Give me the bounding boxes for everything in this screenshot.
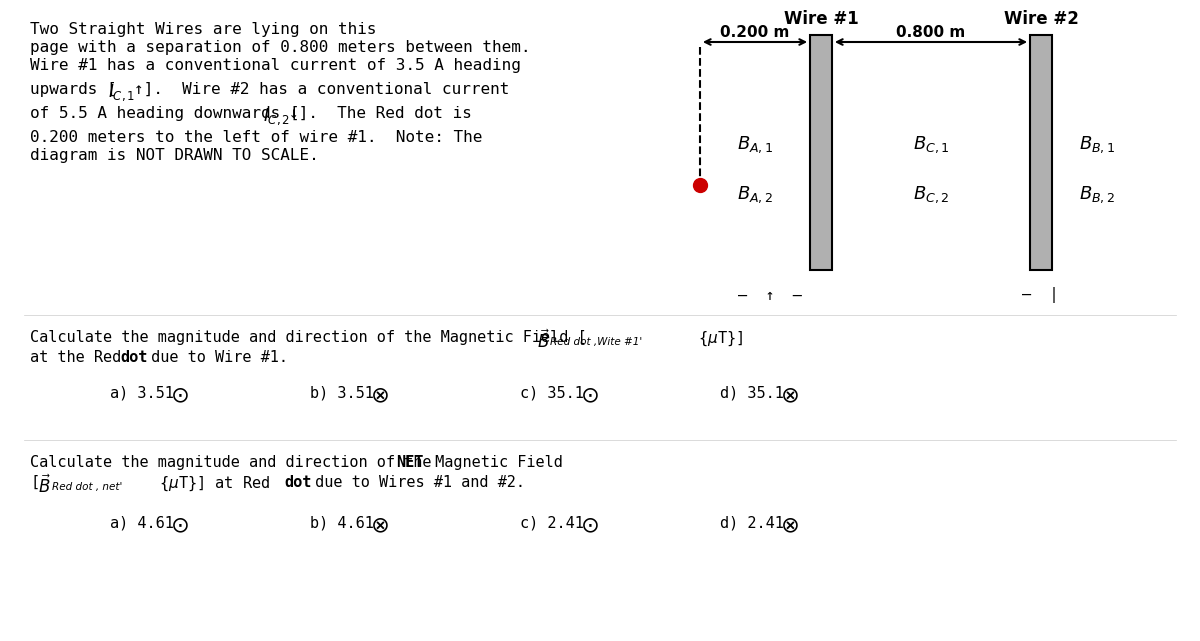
- Text: ↑].  Wire #2 has a conventional current: ↑]. Wire #2 has a conventional current: [134, 82, 509, 97]
- Text: ⊗: ⊗: [365, 515, 390, 535]
- Text: ⊙: ⊙: [575, 385, 600, 405]
- Text: $B_{A,1}$: $B_{A,1}$: [737, 135, 773, 155]
- Text: $I_{C,2}$: $I_{C,2}$: [263, 106, 290, 127]
- Text: d) 2.41: d) 2.41: [720, 515, 784, 530]
- Text: ⊙: ⊙: [164, 385, 191, 405]
- Text: $I_{C,1}$: $I_{C,1}$: [108, 82, 136, 103]
- Text: due to Wire #1.: due to Wire #1.: [142, 350, 288, 365]
- Text: $B_{B,2}$: $B_{B,2}$: [1079, 185, 1115, 205]
- Text: 0.200 meters to the left of wire #1.  Note: The: 0.200 meters to the left of wire #1. Not…: [30, 130, 482, 145]
- Text: $\vec{B}$: $\vec{B}$: [538, 330, 551, 353]
- Text: diagram is NOT DRAWN TO SCALE.: diagram is NOT DRAWN TO SCALE.: [30, 148, 319, 163]
- Text: ⊙: ⊙: [575, 515, 600, 535]
- Text: Two Straight Wires are lying on this: Two Straight Wires are lying on this: [30, 22, 377, 37]
- Text: of 5.5 A heading downwards [: of 5.5 A heading downwards [: [30, 106, 300, 121]
- Text: ⊗: ⊗: [774, 385, 800, 405]
- Bar: [1030, 35, 1052, 270]
- Text: $\vec{B}$: $\vec{B}$: [38, 475, 52, 497]
- Text: ↓].  The Red dot is: ↓]. The Red dot is: [289, 106, 472, 121]
- Bar: [810, 35, 832, 270]
- Text: due to Wires #1 and #2.: due to Wires #1 and #2.: [306, 475, 526, 490]
- Text: Wire #1 has a conventional current of 3.5 A heading: Wire #1 has a conventional current of 3.…: [30, 58, 521, 73]
- Text: b) 4.61: b) 4.61: [310, 515, 374, 530]
- Text: $B_{B,1}$: $B_{B,1}$: [1079, 135, 1115, 155]
- Text: NET: NET: [396, 455, 424, 470]
- Text: 0.800 m: 0.800 m: [896, 25, 966, 40]
- Text: b) 3.51: b) 3.51: [310, 385, 374, 400]
- Text: –  ↑  –: – ↑ –: [738, 288, 802, 303]
- Text: dot: dot: [284, 475, 311, 490]
- Text: –  |: – |: [1021, 287, 1058, 303]
- Text: $B_{C,2}$: $B_{C,2}$: [913, 185, 949, 205]
- Text: 0.200 m: 0.200 m: [720, 25, 790, 40]
- Text: Wire #2: Wire #2: [1003, 10, 1079, 28]
- Text: a) 4.61: a) 4.61: [110, 515, 174, 530]
- Text: ⊙: ⊙: [164, 515, 191, 535]
- Text: ⊗: ⊗: [365, 385, 390, 405]
- Text: Red dot , net': Red dot , net': [52, 482, 122, 492]
- Text: c) 2.41: c) 2.41: [520, 515, 584, 530]
- Text: Wire #1: Wire #1: [784, 10, 858, 28]
- Text: c) 35.1: c) 35.1: [520, 385, 584, 400]
- Text: $B_{A,2}$: $B_{A,2}$: [737, 185, 773, 205]
- Text: {$\mu$T}]: {$\mu$T}]: [680, 330, 743, 349]
- Text: Magnetic Field: Magnetic Field: [426, 455, 563, 470]
- Text: Calculate the magnitude and direction of the Magnetic Field [: Calculate the magnitude and direction of…: [30, 330, 587, 345]
- Text: Red dot ,Wite #1': Red dot ,Wite #1': [550, 337, 642, 347]
- Text: $B_{C,1}$: $B_{C,1}$: [913, 135, 949, 155]
- Text: {$\mu$T}] at Red: {$\mu$T}] at Red: [150, 475, 272, 494]
- Text: d) 35.1: d) 35.1: [720, 385, 784, 400]
- Text: Calculate the magnitude and direction of the: Calculate the magnitude and direction of…: [30, 455, 440, 470]
- Text: page with a separation of 0.800 meters between them.: page with a separation of 0.800 meters b…: [30, 40, 530, 55]
- Text: dot: dot: [120, 350, 148, 365]
- Text: [: [: [30, 475, 40, 490]
- Text: upwards [: upwards [: [30, 82, 116, 97]
- Text: at the Red: at the Red: [30, 350, 131, 365]
- Text: ⊗: ⊗: [774, 515, 800, 535]
- Text: a) 3.51: a) 3.51: [110, 385, 174, 400]
